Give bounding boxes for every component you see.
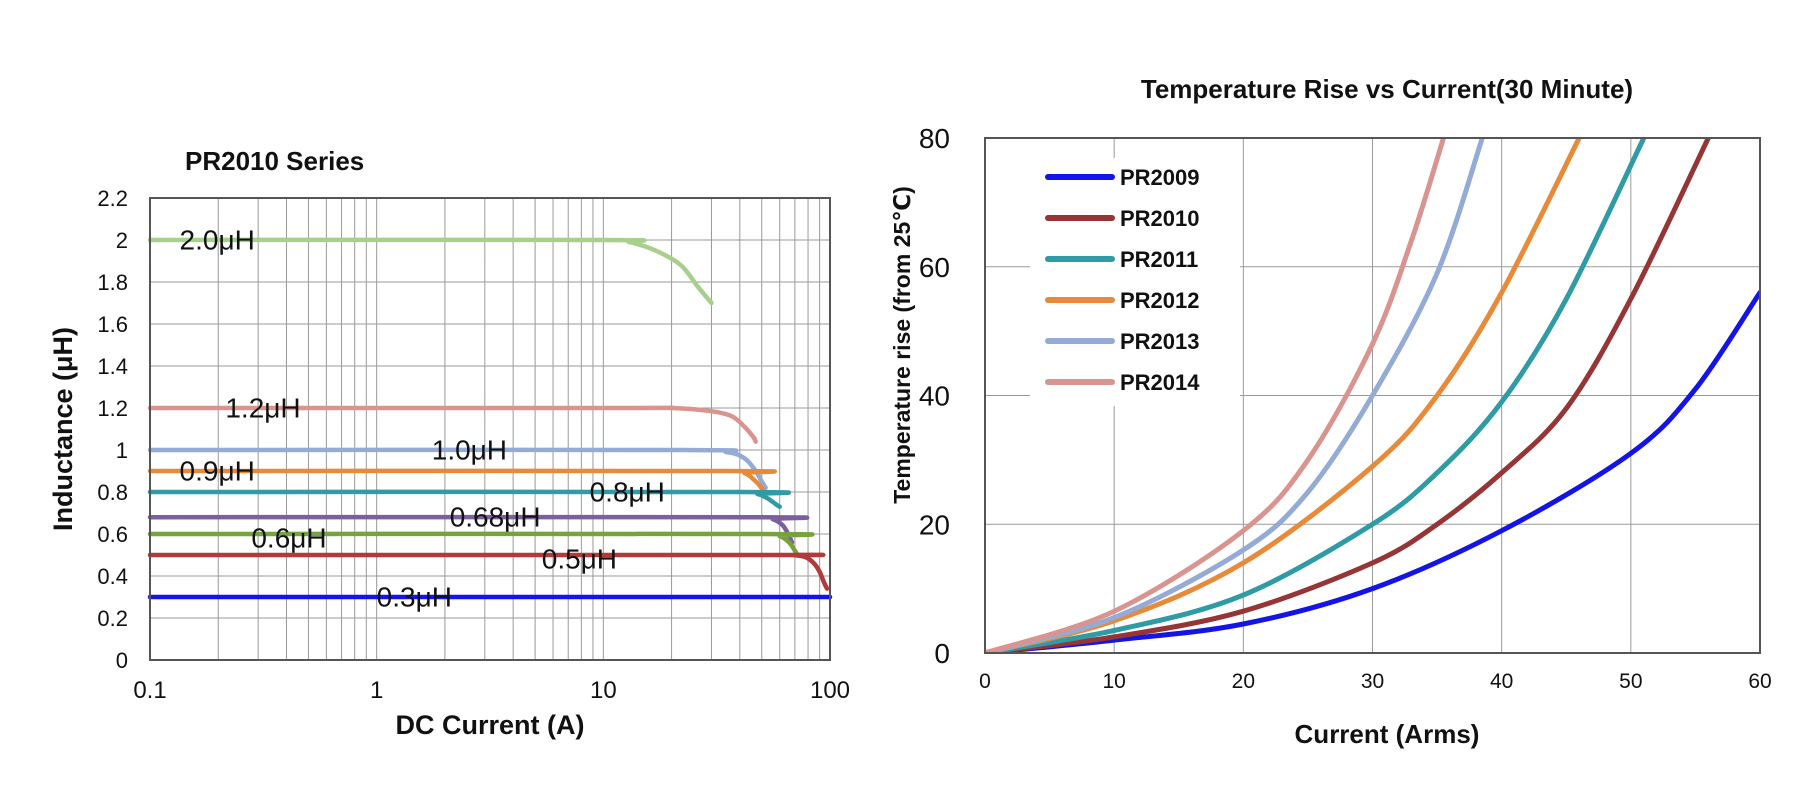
legend-label-pr2013: PR2013 bbox=[1120, 329, 1200, 354]
right-series-group bbox=[985, 138, 1760, 653]
series-line-0-5-h bbox=[147, 552, 830, 591]
left-y-tick-label: 0.6 bbox=[97, 522, 128, 547]
curve-label-0-9-h: 0.9μH bbox=[180, 455, 255, 486]
curve-label-0-5-h: 0.5μH bbox=[542, 544, 617, 575]
left-y-tick-label: 2.2 bbox=[97, 186, 128, 211]
left-x-tick-label: 1 bbox=[370, 677, 383, 704]
right-x-tick-label: 50 bbox=[1619, 670, 1642, 693]
series-line-0-8-h bbox=[147, 489, 791, 509]
left-series-group bbox=[147, 237, 833, 600]
series-line-0-9-h bbox=[147, 468, 777, 495]
legend-label-pr2009: PR2009 bbox=[1120, 165, 1200, 190]
series-line-2-0-h bbox=[147, 237, 714, 306]
right-y-tick-label: 20 bbox=[919, 509, 950, 540]
left-x-tick-label: 0.1 bbox=[133, 677, 166, 704]
left-x-tick-label: 100 bbox=[810, 677, 850, 704]
right-y-tick-label: 80 bbox=[919, 123, 950, 154]
left-x-axis-label: DC Current (A) bbox=[396, 710, 585, 740]
left-curve-labels: 2.0μH 1.2μH 1.0μH 0.9μH 0.8μH 0.68μH 0.6μH 0.5μ… bbox=[180, 224, 665, 612]
left-y-ticks: 0 0.2 0.4 0.6 0.8 1 1.2 1.4 1.6 1.8 2 2.2 bbox=[97, 186, 128, 673]
left-grid bbox=[150, 198, 830, 660]
series-line-pr2009 bbox=[985, 290, 1760, 653]
series-line-pr2011 bbox=[985, 138, 1647, 653]
curve-label-0-3-h: 0.3μH bbox=[377, 581, 452, 612]
series-line-pr2012 bbox=[985, 138, 1582, 653]
right-plot-frame bbox=[984, 137, 1761, 654]
curve-label-1-2-h: 1.2μH bbox=[225, 392, 300, 423]
series-line-0-6-h bbox=[147, 531, 815, 558]
right-x-tick-label: 20 bbox=[1232, 670, 1255, 693]
left-y-tick-label: 0.8 bbox=[97, 480, 128, 505]
left-chart-title: PR2010 Series bbox=[185, 146, 364, 176]
right-x-axis-label: Current (Arms) bbox=[1295, 719, 1480, 749]
left-y-tick-label: 1 bbox=[116, 438, 128, 463]
series-line-pr2014 bbox=[985, 138, 1446, 653]
right-x-tick-label: 30 bbox=[1361, 670, 1384, 693]
left-y-tick-label: 0.4 bbox=[97, 564, 128, 589]
legend-background bbox=[1030, 158, 1240, 406]
legend: PR2009 PR2010 PR2011 PR2012 PR2013 PR2014 bbox=[1045, 165, 1200, 395]
legend-label-pr2014: PR2014 bbox=[1120, 370, 1200, 395]
curve-label-1-0-h: 1.0μH bbox=[432, 434, 507, 465]
right-y-tick-label: 60 bbox=[919, 252, 950, 283]
curve-label-2-0-h: 2.0μH bbox=[180, 224, 255, 255]
right-x-tick-label: 0 bbox=[979, 670, 991, 693]
right-x-ticks: 0 10 20 30 40 50 60 bbox=[979, 670, 1772, 693]
left-y-tick-label: 1.2 bbox=[97, 396, 128, 421]
curve-label-0-6-h: 0.6μH bbox=[251, 523, 326, 554]
series-line-pr2013 bbox=[985, 138, 1485, 653]
left-y-tick-label: 0 bbox=[116, 648, 128, 673]
left-y-tick-label: 1.8 bbox=[97, 270, 128, 295]
right-y-ticks: 0 20 40 60 80 bbox=[919, 123, 950, 669]
left-y-axis-label: Inductance (μH) bbox=[48, 327, 78, 531]
left-y-tick-label: 1.6 bbox=[97, 312, 128, 337]
curve-label-0-8-h: 0.8μH bbox=[590, 476, 665, 507]
series-line-pr2010 bbox=[985, 138, 1711, 653]
right-y-axis-label: Temperature rise (from 25℃) bbox=[889, 186, 915, 504]
legend-label-pr2012: PR2012 bbox=[1120, 288, 1200, 313]
left-y-tick-label: 0.2 bbox=[97, 606, 128, 631]
right-chart-title: Temperature Rise vs Current(30 Minute) bbox=[1141, 74, 1633, 104]
curve-label-0-68-h: 0.68μH bbox=[450, 502, 541, 533]
left-y-tick-label: 1.4 bbox=[97, 354, 128, 379]
series-line-1-2-h bbox=[147, 405, 758, 444]
series-line-1-0-h bbox=[147, 447, 768, 491]
left-x-tick-label: 10 bbox=[590, 677, 617, 704]
left-y-tick-label: 2 bbox=[116, 228, 128, 253]
right-x-tick-label: 60 bbox=[1748, 670, 1771, 693]
right-x-tick-label: 10 bbox=[1102, 670, 1125, 693]
left-plot-frame bbox=[149, 197, 831, 661]
right-y-tick-label: 40 bbox=[919, 381, 950, 412]
temperature-chart: Temperature Rise vs Current(30 Minute) 0… bbox=[889, 74, 1772, 749]
left-x-ticks: 0.1 1 10 100 bbox=[133, 677, 850, 704]
legend-label-pr2011: PR2011 bbox=[1120, 247, 1198, 272]
inductance-chart: PR2010 Series 0 0.2 0.4 0.6 0.8 1 1.2 1.4 1.6 1.8… bbox=[48, 146, 850, 740]
right-x-tick-label: 40 bbox=[1490, 670, 1513, 693]
legend-label-pr2010: PR2010 bbox=[1120, 206, 1200, 231]
right-y-tick-label: 0 bbox=[934, 638, 950, 669]
